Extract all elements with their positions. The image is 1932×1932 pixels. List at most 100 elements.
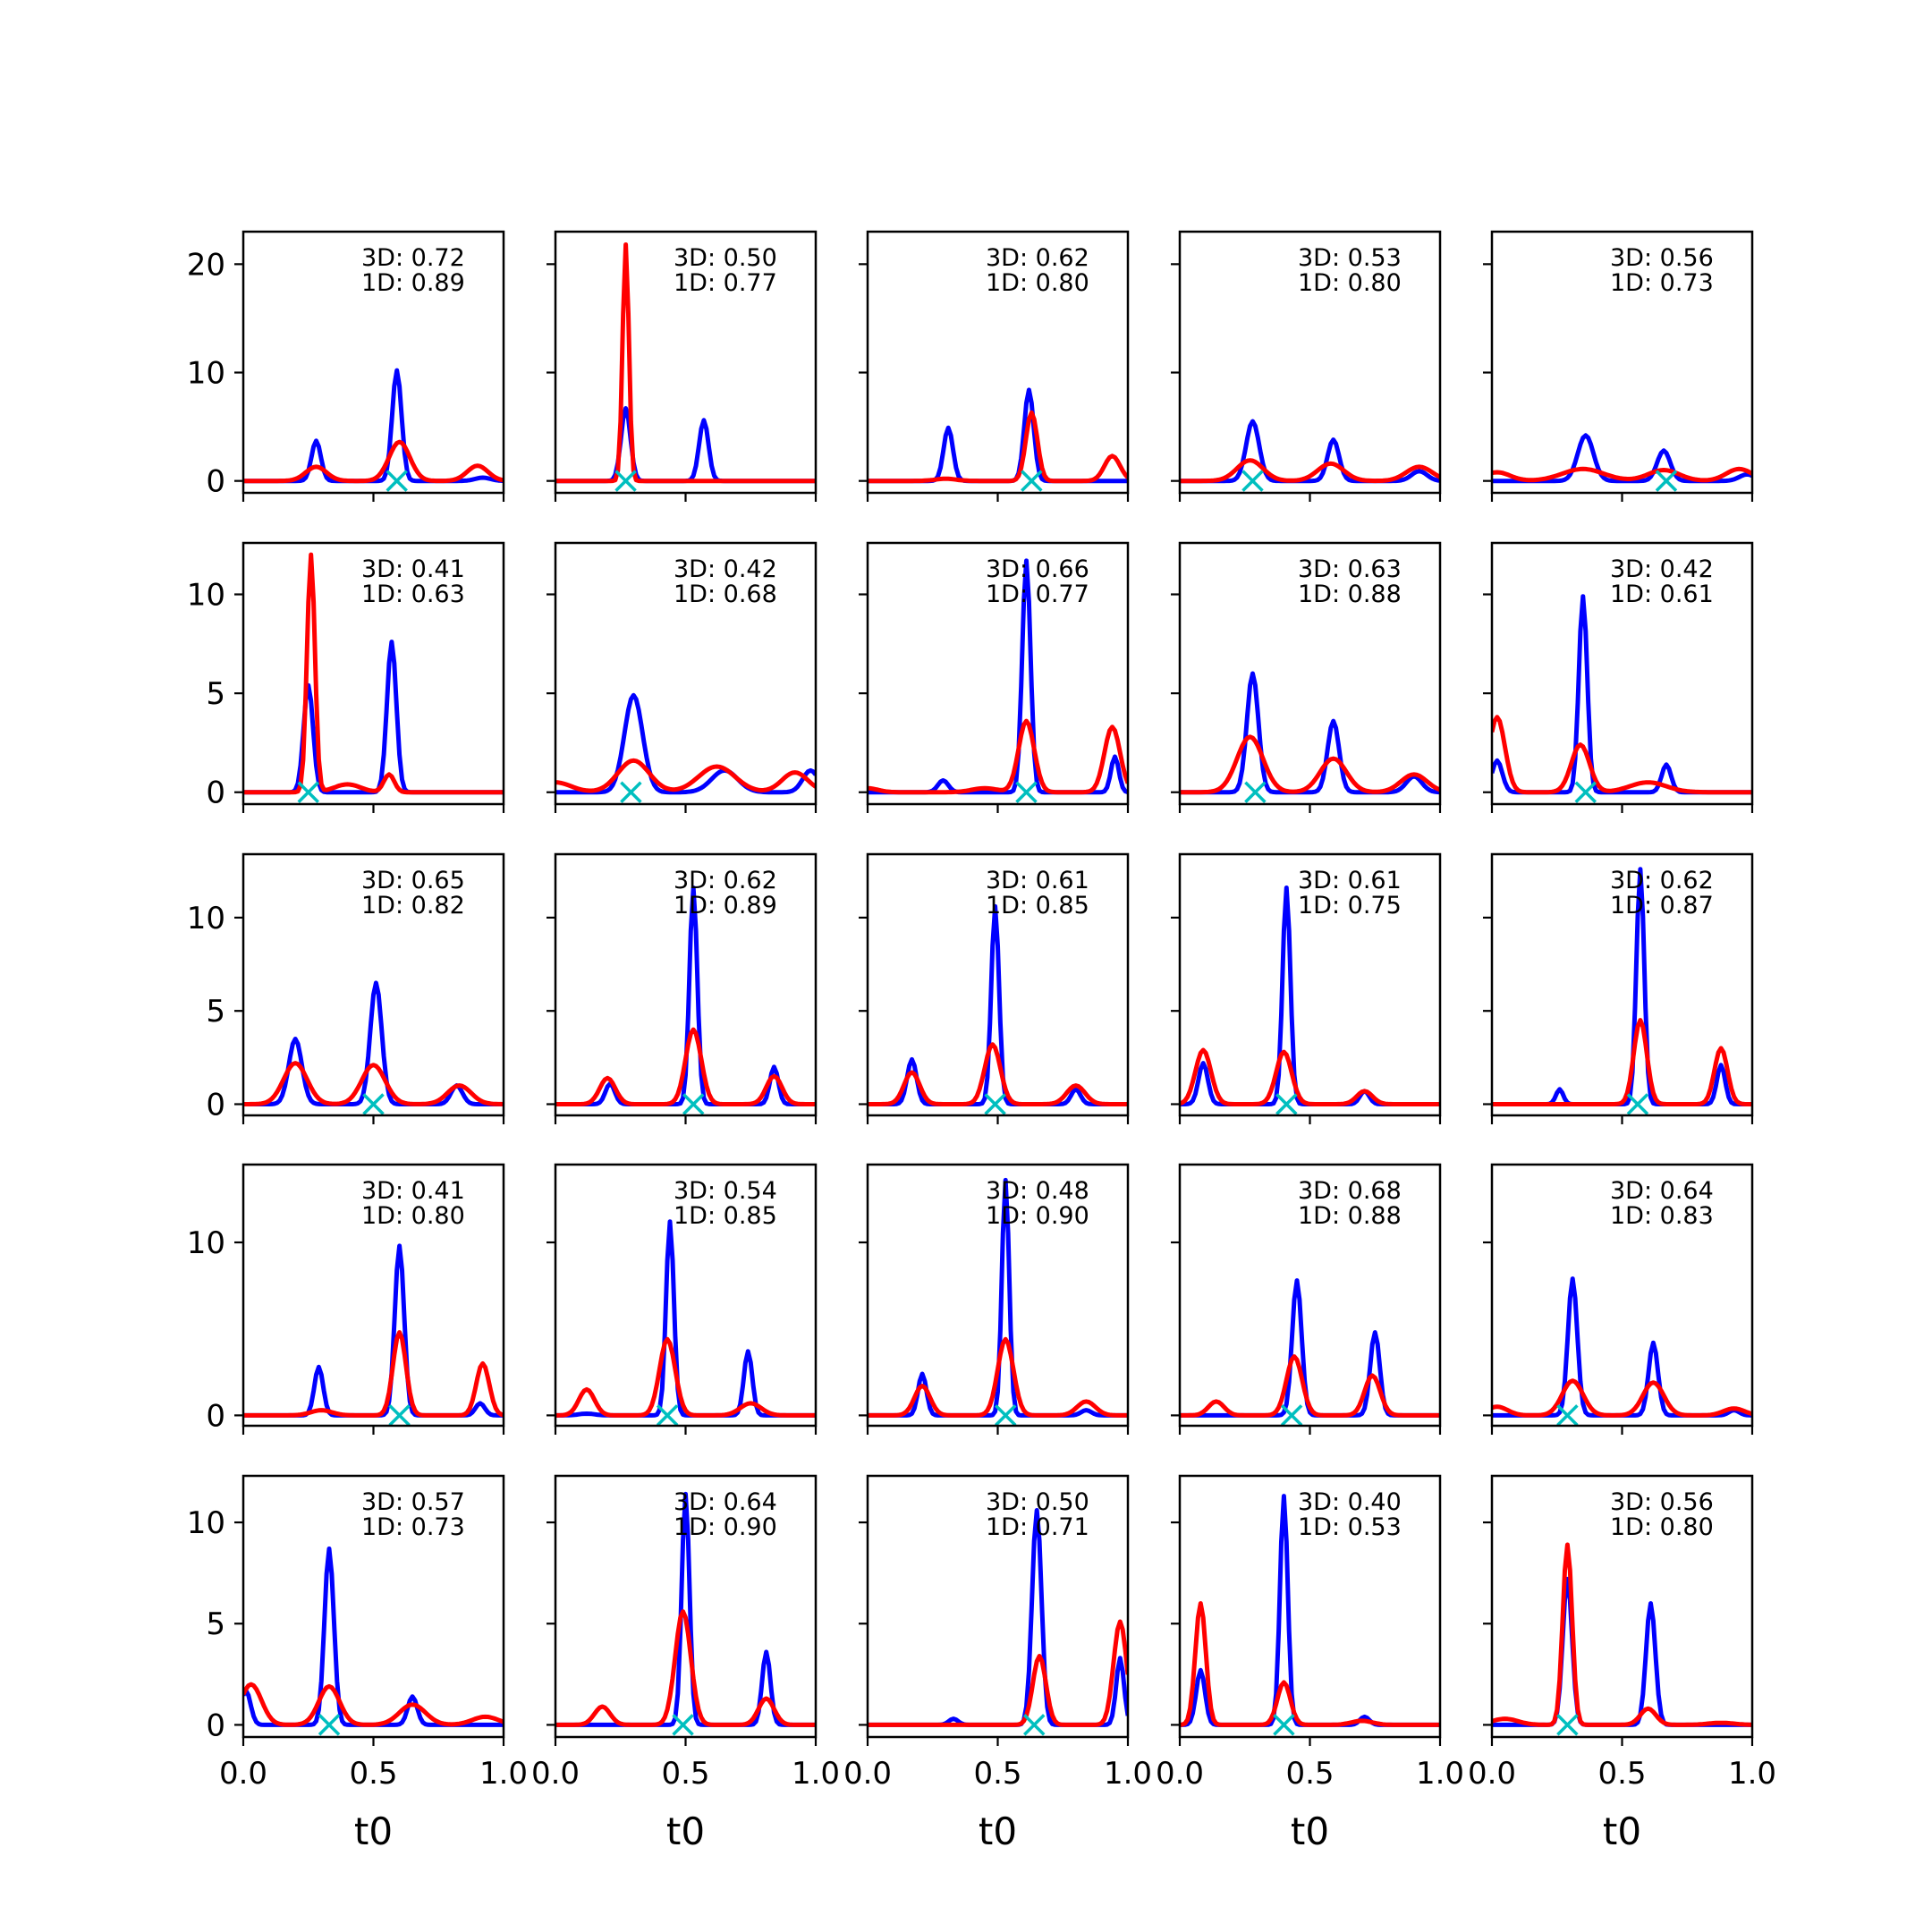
annotation-1d: 1D: 0.53 [1298,1513,1402,1541]
1d-curve [1180,458,1440,484]
ground-truth-marker [1275,1093,1298,1115]
plot-area [1492,867,1752,1115]
marker-stroke-b [1021,470,1043,492]
marker-stroke-b [672,1714,694,1736]
y-tick-label-20: 20 [187,247,225,283]
marker-stroke-b [1626,1093,1649,1115]
annotation-3d: 3D: 0.64 [1610,1177,1714,1205]
ground-truth-marker [362,1093,385,1115]
y-tick-label-5: 5 [206,994,225,1030]
y-tick-label-10: 10 [187,1225,225,1261]
annotation-1d: 1D: 0.71 [986,1513,1089,1541]
marker-stroke-b [656,1404,679,1426]
1d-curve [1180,1601,1440,1727]
plot-area [555,242,816,492]
marker-stroke-b [386,470,408,492]
x-axis-label: t0 [979,1809,1017,1853]
y-tick-label-0: 0 [206,1707,225,1743]
x-tick-label-1: 0.5 [1597,1756,1646,1792]
1d-curve [1492,1378,1752,1418]
annotation-1d: 1D: 0.88 [1298,580,1402,608]
axes-frame [554,1163,818,1428]
ground-truth-marker [1626,1093,1649,1115]
axes-frame [866,230,1130,495]
marker-stroke-b [1574,781,1597,803]
3d-curve [555,1491,816,1727]
annotation-3d: 3D: 0.62 [1610,867,1714,894]
plot-area [1180,1278,1440,1426]
ground-truth-marker [1241,470,1264,492]
marker-stroke-b [1655,470,1678,492]
annotation-3d: 3D: 0.56 [1610,1488,1714,1516]
plot-area [555,692,816,803]
annotation-1d: 1D: 0.90 [674,1513,777,1541]
annotation-3d: 3D: 0.72 [361,244,465,272]
annotation-3d: 3D: 0.42 [674,555,777,583]
ground-truth-marker [1273,1714,1295,1736]
ground-truth-marker [984,1093,1006,1115]
plot-area [1492,1276,1752,1426]
annotation-1d: 1D: 0.73 [361,1513,465,1541]
plot-area [243,552,504,803]
1d-curve [555,242,816,484]
x-tick-label-2: 1.0 [792,1756,840,1792]
x-tick-label-2: 1.0 [1728,1756,1776,1792]
axes-frame [1490,230,1754,495]
annotation-3d: 3D: 0.50 [674,244,777,272]
1d-curve [868,1619,1128,1727]
plot-area [243,1546,504,1736]
annotation-1d: 1D: 0.80 [1610,1513,1714,1541]
annotation-3d: 3D: 0.54 [674,1177,777,1205]
x-tick-label-1: 0.5 [349,1756,397,1792]
x-tick-label-1: 0.5 [973,1756,1021,1792]
annotation-1d: 1D: 0.68 [674,580,777,608]
1d-curve [243,1330,504,1418]
1d-curve [1492,1018,1752,1106]
annotation-1d: 1D: 0.83 [1610,1202,1714,1230]
axes-frame [554,541,818,806]
axes-frame [242,852,505,1117]
1d-curve [868,1042,1128,1106]
axes-frame [866,1474,1130,1739]
1d-curve [1492,1542,1752,1727]
axes-frame [1178,1163,1442,1428]
3d-curve [868,1177,1128,1418]
axes-frame [1178,1474,1442,1739]
ground-truth-marker [1023,1714,1046,1736]
plot-area [243,980,504,1115]
3d-curve [1180,671,1440,795]
annotation-1d: 1D: 0.82 [361,892,465,919]
annotation-3d: 3D: 0.64 [674,1488,777,1516]
x-tick-label-0: 0.0 [843,1756,892,1792]
plot-area [1492,1542,1752,1736]
plot-area [868,903,1128,1115]
y-tick-label-0: 0 [206,464,225,500]
1d-curve [555,1609,816,1727]
ground-truth-marker [614,470,637,492]
3d-curve [868,903,1128,1106]
3d-curve [555,692,816,795]
x-tick-label-2: 1.0 [479,1756,528,1792]
annotation-3d: 3D: 0.66 [986,555,1089,583]
marker-stroke-b [388,1404,411,1426]
annotation-1d: 1D: 0.61 [1610,580,1714,608]
1d-curve [1180,1047,1440,1106]
marker-stroke-b [620,781,642,803]
axes-frame [554,230,818,495]
annotation-3d: 3D: 0.61 [1298,867,1402,894]
ground-truth-marker [1574,781,1597,803]
axes-frame [866,852,1130,1117]
annotation-3d: 3D: 0.50 [986,1488,1089,1516]
ground-truth-marker [1556,1714,1579,1736]
1d-curve [555,758,816,793]
